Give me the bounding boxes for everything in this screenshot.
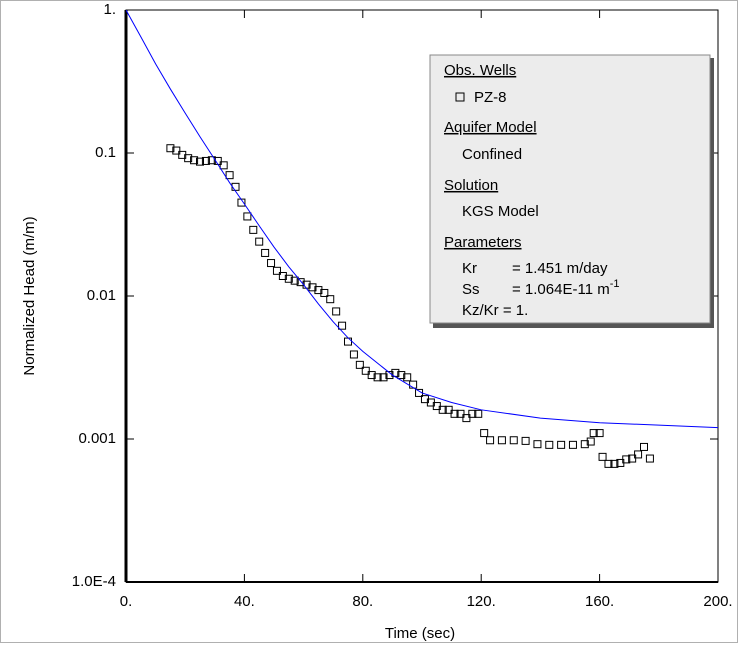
x-tick-label: 120. [467, 593, 496, 610]
data-point [589, 429, 598, 438]
y-tick-label: 1.0E-4 [72, 573, 116, 590]
data-point [468, 409, 477, 418]
x-axis-label: Time (sec) [385, 625, 455, 642]
data-point [272, 266, 281, 275]
data-point [308, 283, 317, 292]
data-point [361, 366, 370, 375]
param-value: = 1.451 m/day [512, 260, 608, 277]
fit-curve [126, 10, 718, 429]
data-point [568, 440, 577, 449]
data-point [586, 437, 595, 446]
param-exponent: -1 [610, 278, 620, 290]
data-point [456, 409, 465, 418]
y-tick-label: 0.001 [78, 430, 116, 447]
data-point [320, 288, 329, 297]
data-point [480, 429, 489, 438]
info-panel: Obs. Wells PZ-8 Aquifer Model Confined S… [429, 54, 714, 328]
data-point [462, 414, 471, 423]
data-point [219, 161, 228, 170]
data-point [604, 459, 613, 468]
data-point [634, 450, 643, 459]
panel-heading: Solution [444, 177, 498, 194]
data-point [580, 440, 589, 449]
data-point [296, 278, 305, 287]
x-tick-label: 0. [120, 593, 133, 610]
data-point [201, 156, 210, 165]
x-tick-label: 200. [703, 593, 732, 610]
y-tick-label: 0.1 [95, 144, 116, 161]
panel-text: Confined [462, 146, 522, 163]
data-point [290, 276, 299, 285]
param-text: Kz/Kr = 1. [462, 302, 528, 319]
data-point [474, 409, 483, 418]
panel-heading: Parameters [444, 234, 522, 251]
data-point [486, 436, 495, 445]
y-tick-label: 0.01 [87, 287, 116, 304]
data-point [243, 212, 252, 221]
data-point [278, 271, 287, 280]
data-point [645, 454, 654, 463]
data-point [444, 405, 453, 414]
data-point [397, 371, 406, 380]
data-point [521, 436, 530, 445]
data-point [349, 350, 358, 359]
y-tick-label: 1. [103, 1, 116, 18]
x-tick-label: 80. [352, 593, 373, 610]
panel-heading: Aquifer Model [444, 119, 537, 136]
data-point [640, 442, 648, 451]
data-point [355, 360, 364, 369]
data-point [225, 171, 234, 180]
param-name: Ss [462, 281, 480, 298]
panel-box [429, 54, 711, 324]
data-point [545, 440, 554, 449]
panel-heading: Obs. Wells [444, 62, 516, 79]
data-point [284, 274, 293, 283]
data-point [249, 225, 258, 234]
data-point [267, 259, 276, 268]
data-point [166, 144, 175, 153]
data-point [373, 373, 382, 382]
data-point [190, 156, 199, 165]
data-point [497, 436, 506, 445]
data-point [403, 373, 412, 382]
data-point [261, 248, 270, 257]
data-point [326, 295, 335, 304]
data-point [628, 454, 637, 463]
data-point [367, 371, 376, 380]
data-point [533, 440, 542, 449]
legend-entry: PZ-8 [474, 89, 507, 106]
param-value-text: = 1.064E-11 m [512, 281, 610, 298]
data-point [610, 459, 619, 468]
y-axis-label: Normalized Head (m/m) [21, 216, 38, 375]
data-point [255, 237, 264, 246]
data-point [450, 409, 459, 418]
data-point [598, 452, 607, 461]
param-name: Kr [462, 260, 477, 277]
data-point [595, 429, 604, 438]
data-point [196, 157, 204, 166]
data-point [184, 154, 193, 163]
data-point [332, 307, 341, 316]
panel-text: KGS Model [462, 203, 539, 220]
data-point [314, 286, 323, 295]
data-point [338, 321, 347, 330]
data-point [438, 405, 447, 414]
data-point [557, 440, 566, 449]
data-point [622, 455, 631, 464]
param-value: = 1.064E-11 m-1 [512, 278, 619, 298]
data-point [172, 146, 181, 155]
data-point [509, 436, 518, 445]
x-tick-label: 160. [585, 593, 614, 610]
data-point [379, 373, 388, 382]
x-tick-label: 40. [234, 593, 255, 610]
legend-marker [455, 92, 465, 102]
